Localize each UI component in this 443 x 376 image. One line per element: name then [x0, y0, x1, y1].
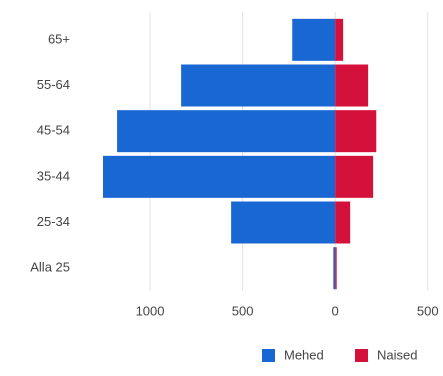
legend-swatch [262, 349, 275, 362]
x-tick-label: 500 [232, 303, 254, 318]
y-tick-label: 45-54 [37, 123, 70, 138]
x-tick-label: 0 [332, 303, 339, 318]
y-tick-label: Alla 25 [30, 260, 70, 275]
bar [335, 110, 377, 153]
x-tick-label: 1000 [136, 303, 165, 318]
x-tick-label: 500 [417, 303, 439, 318]
legend-label: Naised [377, 347, 417, 362]
bar [117, 110, 336, 153]
bar [103, 155, 336, 198]
bar [335, 247, 337, 290]
y-tick-label: 65+ [48, 31, 70, 46]
y-tick-label: 25-34 [37, 214, 70, 229]
bar [333, 247, 336, 290]
y-tick-label: 55-64 [37, 77, 70, 92]
bar [335, 155, 374, 198]
bar [292, 18, 336, 61]
bar [335, 18, 344, 61]
legend-label: Mehed [284, 347, 324, 362]
y-tick-label: 35-44 [37, 168, 70, 183]
legend-swatch [355, 349, 368, 362]
bar [231, 201, 336, 244]
bar [335, 64, 369, 107]
bar [181, 64, 336, 107]
bar [335, 201, 351, 244]
